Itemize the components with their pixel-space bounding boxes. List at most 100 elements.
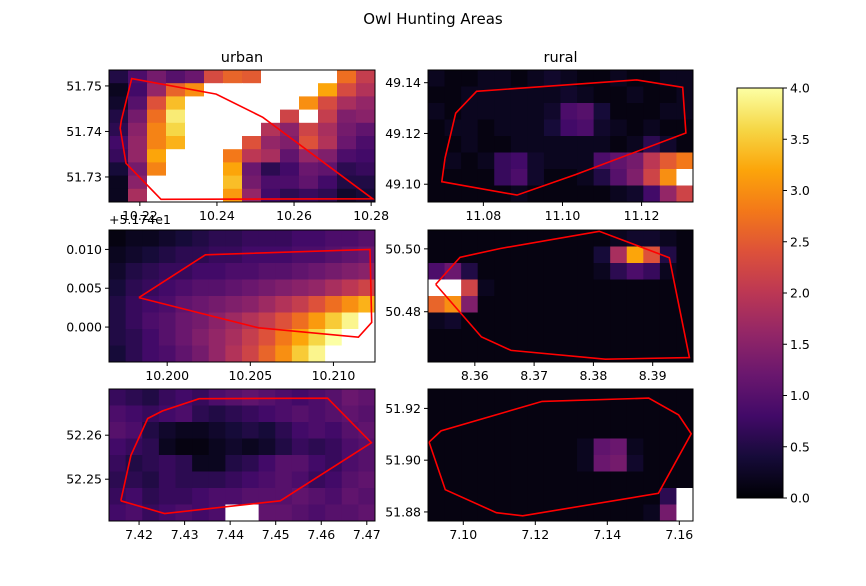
y-tick-label: 0.005 (66, 281, 102, 296)
heatmap-cell (318, 109, 338, 124)
heatmap-cell (291, 263, 310, 281)
heatmap-cell (142, 405, 160, 423)
heatmap-cell (577, 279, 595, 297)
heatmap-cell (593, 455, 611, 473)
heatmap-cell (185, 70, 205, 84)
heatmap-cell (610, 263, 628, 281)
heatmap-cell (325, 405, 343, 423)
heatmap-cell (428, 279, 446, 297)
heatmap-cell (510, 136, 528, 154)
heatmap-cell (275, 389, 293, 407)
heatmap-cell (192, 389, 210, 407)
heatmap-cell (356, 70, 375, 84)
heatmap-cell (461, 312, 479, 330)
heatmap-cell (341, 345, 359, 362)
heatmap (428, 70, 693, 202)
heatmap-cell (308, 312, 326, 330)
heatmap-cell (527, 422, 545, 440)
heatmap-cell (593, 263, 611, 281)
heatmap-cell (125, 422, 143, 440)
heatmap-cell (444, 246, 462, 264)
heatmap-cell (208, 422, 226, 440)
heatmap-cell (204, 175, 224, 190)
heatmap-cell (208, 438, 226, 456)
y-tick-label: 50.50 (385, 241, 421, 256)
heatmap-cell (477, 312, 495, 330)
heatmap-cell (125, 263, 143, 281)
heatmap-cell (142, 438, 160, 456)
heatmap-cell (166, 149, 186, 163)
heatmap-cell (192, 296, 210, 314)
heatmap-cell (291, 279, 310, 297)
heatmap-cell (275, 471, 293, 489)
heatmap-cell (494, 345, 512, 362)
heatmap (109, 389, 375, 521)
heatmap-cell (158, 405, 177, 423)
heatmap-cell (510, 103, 528, 121)
heatmap-cell (527, 263, 545, 281)
heatmap-cell (610, 119, 628, 137)
heatmap-cell (158, 263, 177, 281)
heatmap-cell (461, 422, 479, 440)
y-tick-label: 51.88 (385, 504, 421, 519)
heatmap-cell (593, 389, 611, 407)
heatmap-cell (258, 329, 276, 347)
heatmap-cell (577, 185, 595, 202)
heatmap-cell (109, 263, 127, 281)
heatmap-cell (223, 136, 243, 150)
heatmap-cell (676, 296, 693, 314)
heatmap-cell (610, 86, 628, 104)
heatmap-cell (318, 122, 338, 137)
heatmap-cell (175, 422, 193, 440)
heatmap-cell (593, 488, 611, 506)
heatmap-cell (560, 438, 578, 456)
heatmap-cell (318, 83, 338, 97)
x-tick-label: 10.210 (312, 368, 356, 383)
heatmap-cell (494, 246, 512, 264)
heatmap-cell (308, 471, 326, 489)
heatmap-cell (147, 162, 167, 177)
heatmap-cell (560, 329, 578, 347)
heatmap-cell (593, 471, 611, 489)
heatmap-cell (158, 279, 177, 297)
heatmap-cell (444, 455, 462, 473)
heatmap-cell (543, 263, 562, 281)
x-tick-label: 7.12 (521, 527, 549, 542)
heatmap-cell (461, 185, 479, 202)
heatmap-cell (510, 389, 528, 407)
heatmap-cell (444, 312, 462, 330)
heatmap-cell (543, 279, 562, 297)
heatmap-cell (461, 70, 479, 88)
heatmap-cell (461, 329, 479, 347)
heatmap-cell (242, 96, 262, 111)
heatmap-cell (560, 246, 578, 264)
heatmap-cell (527, 70, 545, 88)
heatmap-cell (299, 188, 319, 202)
heatmap-cell (610, 246, 628, 264)
heatmap-cell (659, 263, 678, 281)
heatmap-cell (158, 488, 177, 506)
y-tick-label: 49.12 (385, 126, 421, 141)
y-tick-label: 51.92 (385, 401, 421, 416)
heatmap-cell (158, 246, 177, 264)
heatmap-cell (543, 405, 562, 423)
heatmap-cell (175, 438, 193, 456)
heatmap-cell (477, 86, 495, 104)
heatmap-cell (308, 455, 326, 473)
heatmap-cell (444, 279, 462, 297)
heatmap-cell (280, 162, 300, 177)
heatmap-cell (142, 246, 160, 264)
heatmap-cell (325, 389, 343, 407)
x-tick-label: 8.36 (461, 368, 489, 383)
heatmap-cell (593, 296, 611, 314)
heatmap-cell (543, 185, 562, 202)
heatmap-cell (527, 405, 545, 423)
heatmap-cell (185, 175, 205, 190)
x-tick-label: 7.14 (593, 527, 621, 542)
heatmap-cell (494, 86, 512, 104)
heatmap-cell (643, 296, 661, 314)
heatmap-cell (593, 185, 611, 202)
heatmap-cell (166, 136, 186, 150)
heatmap-cell (477, 422, 495, 440)
heatmap-cell (659, 103, 678, 121)
